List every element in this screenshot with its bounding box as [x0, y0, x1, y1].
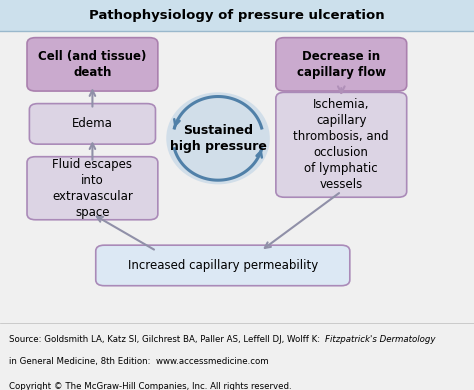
Text: Fitzpatrick's Dermatology: Fitzpatrick's Dermatology [325, 335, 435, 344]
Text: Pathophysiology of pressure ulceration: Pathophysiology of pressure ulceration [89, 9, 385, 22]
Ellipse shape [166, 92, 270, 184]
FancyBboxPatch shape [276, 92, 407, 197]
Text: Sustained
high pressure: Sustained high pressure [170, 124, 266, 153]
FancyBboxPatch shape [96, 245, 350, 286]
Text: Decrease in
capillary flow: Decrease in capillary flow [297, 50, 386, 79]
Text: Increased capillary permeability: Increased capillary permeability [128, 259, 318, 272]
Text: Copyright © The McGraw-Hill Companies, Inc. All rights reserved.: Copyright © The McGraw-Hill Companies, I… [9, 382, 292, 390]
FancyBboxPatch shape [27, 38, 158, 91]
FancyBboxPatch shape [29, 104, 155, 144]
Text: Source: Goldsmith LA, Katz SI, Gilchrest BA, Paller AS, Leffell DJ, Wolff K:: Source: Goldsmith LA, Katz SI, Gilchrest… [9, 335, 326, 344]
FancyBboxPatch shape [0, 0, 474, 30]
FancyBboxPatch shape [27, 157, 158, 220]
Text: Edema: Edema [72, 117, 113, 130]
Text: in General Medicine, 8th Edition:  www.accessmedicine.com: in General Medicine, 8th Edition: www.ac… [9, 357, 269, 366]
Text: Cell (and tissue)
death: Cell (and tissue) death [38, 50, 146, 79]
Text: Fluid escapes
into
extravascular
space: Fluid escapes into extravascular space [52, 158, 133, 219]
FancyBboxPatch shape [276, 38, 407, 91]
Text: Ischemia,
capillary
thrombosis, and
occlusion
of lymphatic
vessels: Ischemia, capillary thrombosis, and occl… [293, 98, 389, 191]
